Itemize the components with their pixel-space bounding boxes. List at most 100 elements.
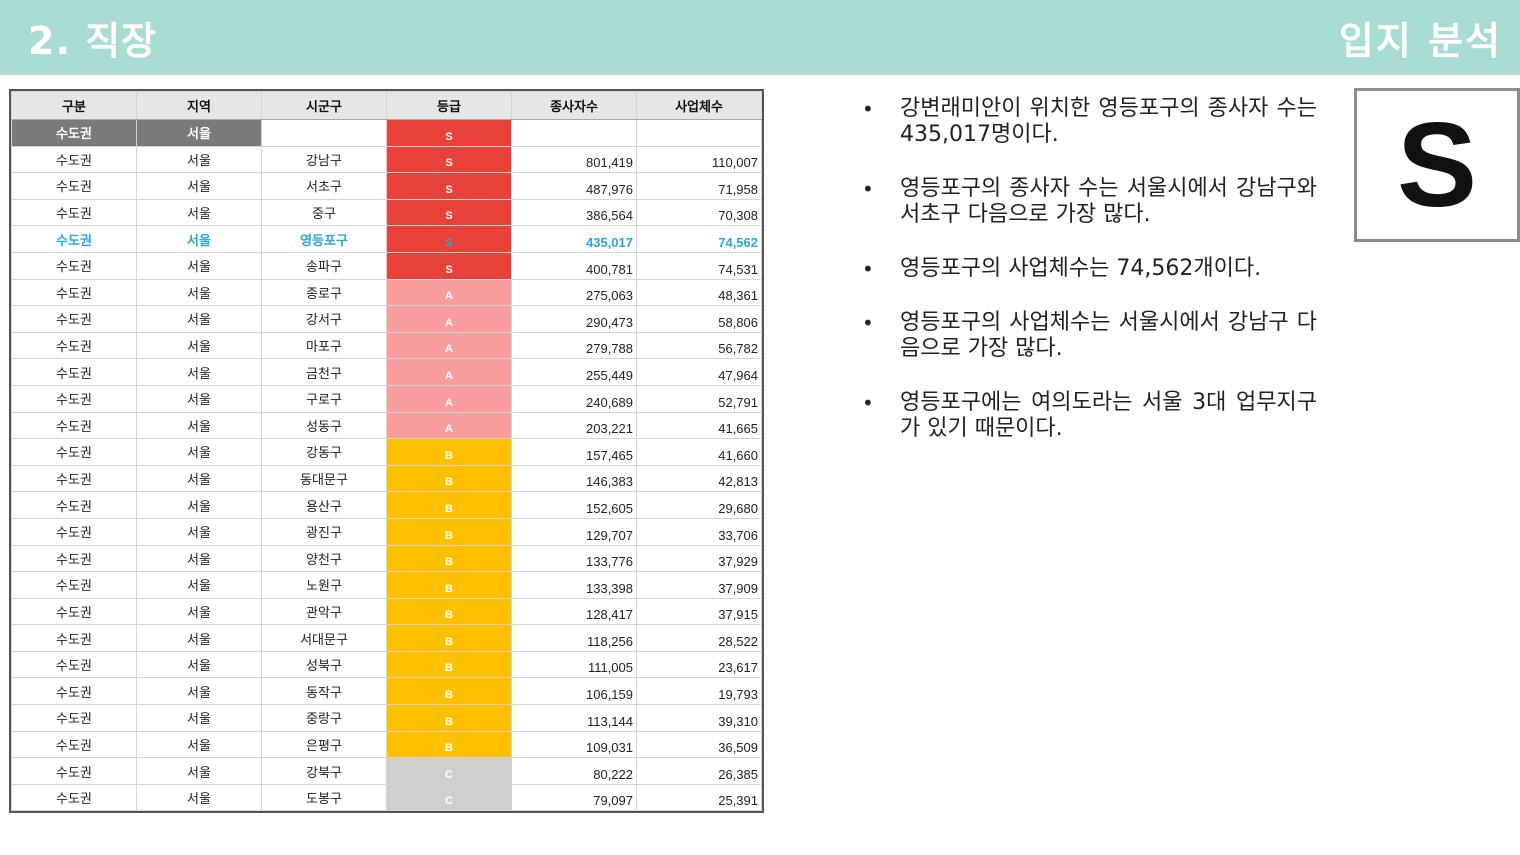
cell-region: 서울 — [136, 278, 262, 307]
page-title: 2. 직장 — [28, 19, 158, 63]
cell-region: 서울 — [136, 464, 262, 493]
cell-grade: S — [386, 198, 512, 227]
cell-grade: B — [386, 597, 512, 626]
cell-region: 서울 — [136, 704, 262, 732]
section-title: 입지 분석 — [1338, 19, 1502, 63]
cell-workers: 400,781 — [511, 251, 637, 280]
cell-group: 수도권 — [11, 198, 137, 227]
cell-businesses: 48,361 — [636, 278, 762, 307]
cell-businesses: 29,680 — [636, 491, 762, 519]
cell-businesses: 41,665 — [636, 411, 762, 440]
grade-badge: S — [1396, 98, 1478, 232]
col-header-workers: 종사자수 — [511, 91, 637, 120]
cell-businesses: 74,531 — [636, 251, 762, 280]
cell-businesses: 47,964 — [636, 358, 762, 386]
cell-businesses: 41,660 — [636, 438, 762, 466]
cell-grade: S — [386, 225, 512, 253]
grade-badge-box: S — [1354, 88, 1520, 242]
table-row: 수도권 서울 은평구 B 109,031 36,509 — [11, 730, 762, 759]
cell-district: 광진구 — [261, 517, 387, 546]
cell-region: 서울 — [136, 411, 262, 440]
cell-group: 수도권 — [11, 464, 137, 493]
cell-region: 서울 — [136, 331, 262, 360]
cell-grade: B — [386, 624, 512, 652]
table-row: 수도권 서울 용산구 B 152,605 29,680 — [11, 491, 762, 519]
bullet-dot-icon: • — [862, 311, 874, 335]
cell-workers: 279,788 — [511, 331, 637, 360]
cell-district: 송파구 — [261, 251, 387, 280]
cell-region: 서울 — [136, 225, 262, 253]
cell-workers: 435,017 — [511, 225, 637, 253]
cell-businesses: 36,509 — [636, 730, 762, 759]
cell-region: 서울 — [136, 783, 262, 812]
cell-group: 수도권 — [11, 305, 137, 333]
cell-region: 서울 — [136, 597, 262, 626]
cell-workers: 487,976 — [511, 172, 637, 200]
cell-group: 수도권 — [11, 145, 137, 174]
cell-workers: 290,473 — [511, 305, 637, 333]
cell-group: 수도권 — [11, 783, 137, 812]
cell-workers: 133,398 — [511, 571, 637, 599]
cell-workers: 203,221 — [511, 411, 637, 440]
table-row: 수도권 서울 서대문구 B 118,256 28,522 — [11, 624, 762, 652]
cell-district: 강남구 — [261, 145, 387, 174]
cell-grade: B — [386, 517, 512, 546]
cell-district: 영등포구 — [261, 225, 387, 253]
cell-workers: 152,605 — [511, 491, 637, 519]
cell-group: 수도권 — [11, 677, 137, 706]
cell-group: 수도권 — [11, 650, 137, 679]
cell-district: 용산구 — [261, 491, 387, 519]
cell-workers: 113,144 — [511, 704, 637, 732]
cell-workers: 157,465 — [511, 438, 637, 466]
bullet-text: 영등포구의 사업체수는 74,562개이다. — [900, 256, 1262, 281]
table-row: 수도권 서울 강남구 S 801,419 110,007 — [11, 145, 762, 174]
table-row: 수도권 서울 성동구 A 203,221 41,665 — [11, 411, 762, 440]
cell-group: 수도권 — [11, 278, 137, 307]
cell-grade: A — [386, 278, 512, 307]
cell-district: 성동구 — [261, 411, 387, 440]
cell-group: 수도권 — [11, 411, 137, 440]
cell-region: 서울 — [136, 757, 262, 785]
cell-group: 수도권 — [11, 251, 137, 280]
cell-grade: B — [386, 730, 512, 759]
col-header-region: 지역 — [136, 91, 262, 120]
cell-workers: 801,419 — [511, 145, 637, 174]
bullet-text: 영등포구의 종사자 수는 서울시에서 강남구와 서초구 다음으로 가장 많다. — [900, 176, 1317, 227]
table-row: 수도권 서울 강북구 C 80,222 26,385 — [11, 757, 762, 785]
analysis-bullet: • 영등포구의 사업체수는 74,562개이다. — [862, 256, 1317, 282]
cell-businesses: 37,929 — [636, 544, 762, 573]
cell-businesses: 52,791 — [636, 384, 762, 413]
cell-region: 서울 — [136, 677, 262, 706]
cell-businesses: 19,793 — [636, 677, 762, 706]
table-row: 수도권 서울 중랑구 B 113,144 39,310 — [11, 704, 762, 732]
summary-row: 수도권 서울 S — [11, 119, 762, 147]
cell-businesses: 33,706 — [636, 517, 762, 546]
cell-businesses: 25,391 — [636, 783, 762, 812]
cell-district: 강북구 — [261, 757, 387, 785]
cell-grade: A — [386, 305, 512, 333]
cell-group: 수도권 — [11, 624, 137, 652]
summary-businesses — [636, 119, 762, 147]
cell-region: 서울 — [136, 305, 262, 333]
cell-district: 금천구 — [261, 358, 387, 386]
table-row: 수도권 서울 영등포구 S 435,017 74,562 — [11, 225, 762, 253]
cell-workers: 133,776 — [511, 544, 637, 573]
cell-district: 중랑구 — [261, 704, 387, 732]
col-header-group: 구분 — [11, 91, 137, 120]
cell-region: 서울 — [136, 544, 262, 573]
cell-district: 강서구 — [261, 305, 387, 333]
cell-region: 서울 — [136, 571, 262, 599]
cell-workers: 128,417 — [511, 597, 637, 626]
table-row: 수도권 서울 마포구 A 279,788 56,782 — [11, 331, 762, 360]
cell-district: 구로구 — [261, 384, 387, 413]
summary-group: 수도권 — [11, 119, 137, 147]
cell-group: 수도권 — [11, 571, 137, 599]
cell-region: 서울 — [136, 358, 262, 386]
cell-region: 서울 — [136, 384, 262, 413]
cell-group: 수도권 — [11, 544, 137, 573]
col-header-grade: 등급 — [386, 91, 512, 120]
cell-grade: B — [386, 464, 512, 493]
cell-workers: 386,564 — [511, 198, 637, 227]
cell-region: 서울 — [136, 172, 262, 200]
cell-workers: 80,222 — [511, 757, 637, 785]
